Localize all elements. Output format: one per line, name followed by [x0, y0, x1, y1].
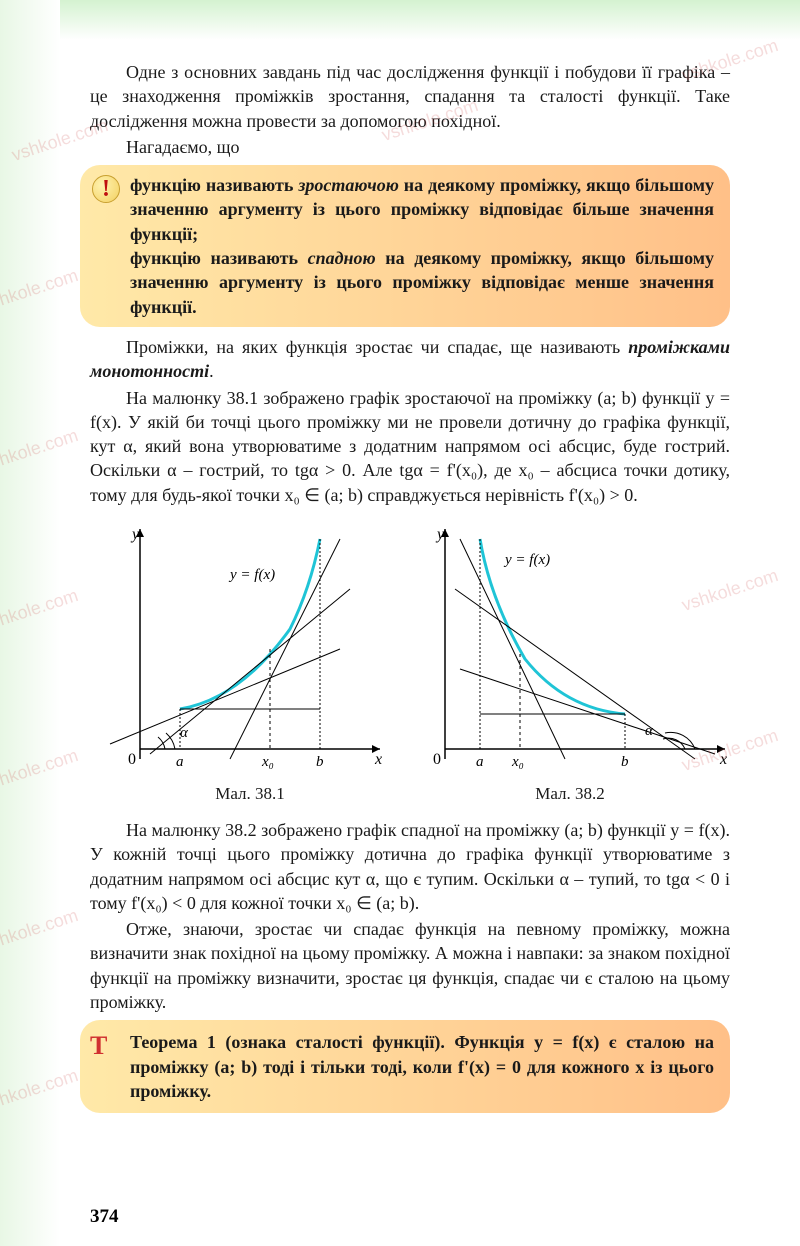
fig2-func: y = f(x): [503, 552, 550, 568]
page-content: Одне з основних завдань під час дослідже…: [0, 0, 800, 1141]
p3-pre: Проміжки, на яких функція зростає чи спа…: [126, 337, 628, 357]
paragraph-4: На малюнку 38.1 зображено графік зростаю…: [90, 386, 730, 507]
paragraph-1: Одне з основних завдань під час дослідже…: [90, 60, 730, 133]
fig2-b: b: [621, 754, 629, 770]
theorem-icon: Т: [90, 1028, 120, 1058]
callout-em-2: спадною: [308, 248, 376, 268]
exclamation-icon: !: [92, 175, 120, 203]
fig1-a: a: [176, 754, 184, 770]
fig1-func: y = f(x): [228, 567, 275, 583]
paragraph-5: На малюнку 38.2 зображено графік спадної…: [90, 818, 730, 915]
fig1-y-label: y: [130, 526, 140, 543]
caption-38-1: Мал. 38.1: [215, 783, 285, 806]
fig1-alpha: α: [180, 725, 189, 741]
callout-text-2a: функцію називають: [130, 248, 308, 268]
fig2-x-label: x: [719, 751, 727, 768]
figure-38-1: y x 0 α a x₀ b y = f(x): [90, 519, 385, 779]
fig1-x-label: x: [374, 751, 382, 768]
paragraph-6: Отже, знаючи, зростає чи спадає функція …: [90, 917, 730, 1014]
theorem-text: Теорема 1 (ознака сталості функції). Фун…: [130, 1032, 714, 1101]
p3-post: .: [209, 361, 214, 381]
callout-em-1: зростаючою: [298, 175, 399, 195]
fig2-a: a: [476, 754, 484, 770]
fig1-x0: x₀: [261, 754, 274, 770]
fig2-y-label: y: [435, 526, 445, 543]
caption-38-2: Мал. 38.2: [535, 783, 605, 806]
fig2-origin: 0: [433, 751, 441, 768]
page-number: 374: [90, 1206, 119, 1228]
definition-callout: ! функцію називають зростаючою на деяком…: [80, 165, 730, 327]
figure-captions: Мал. 38.1 Мал. 38.2: [90, 783, 730, 806]
fig1-origin: 0: [128, 751, 136, 768]
figure-38-2: y x 0 α a x₀ b y = f(x): [405, 519, 730, 779]
fig2-x0: x₀: [511, 754, 524, 770]
fig2-alpha: α: [645, 723, 654, 739]
theorem-callout: Т Теорема 1 (ознака сталості функції). Ф…: [80, 1020, 730, 1113]
paragraph-2: Нагадаємо, що: [90, 135, 730, 159]
callout-text-1a: функцію називають: [130, 175, 298, 195]
paragraph-3: Проміжки, на яких функція зростає чи спа…: [90, 335, 730, 384]
fig1-b: b: [316, 754, 324, 770]
figures-row: y x 0 α a x₀ b y = f(x): [90, 519, 730, 779]
